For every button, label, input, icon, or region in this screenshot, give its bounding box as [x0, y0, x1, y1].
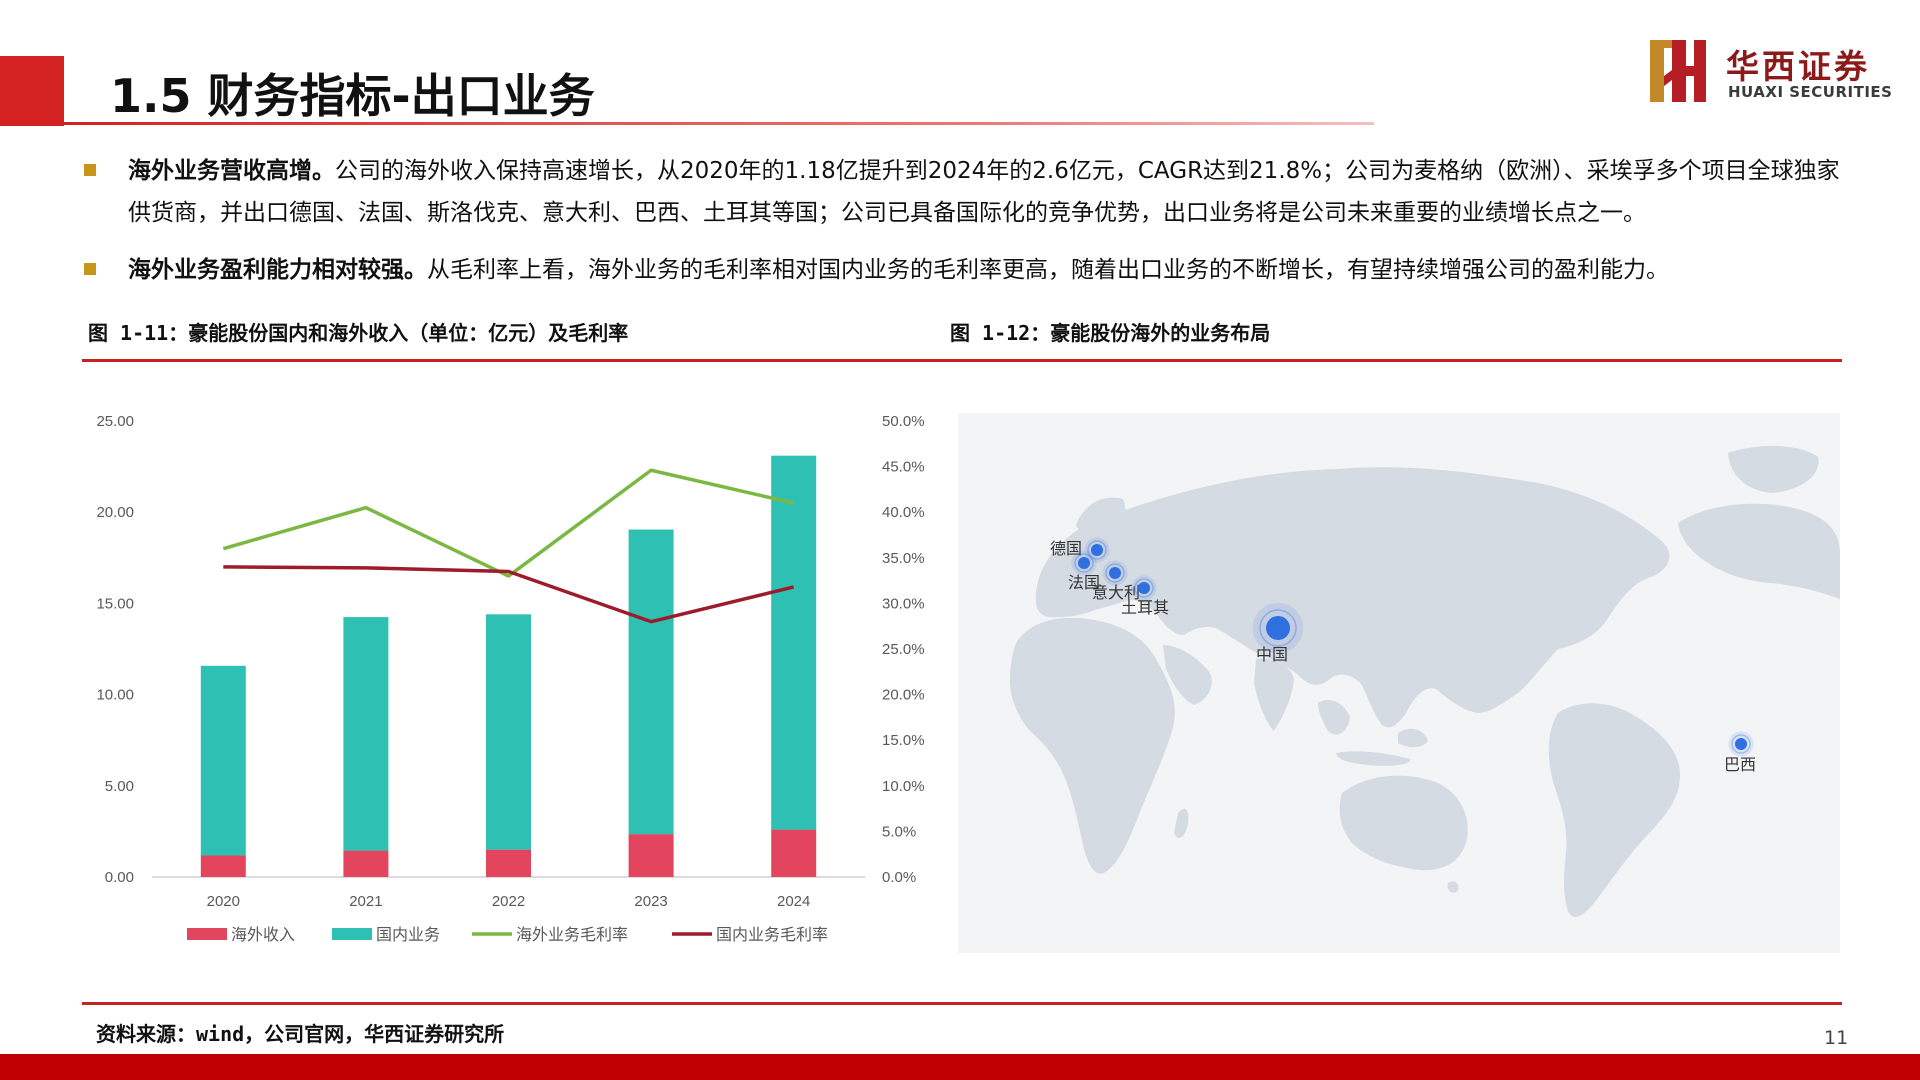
- y-right-tick-label: 20.0%: [882, 687, 925, 704]
- legend-label: 海外业务毛利率: [516, 925, 628, 944]
- bullet-body: 公司的海外收入保持高速增长，从2020年的1.18亿提升到2024年的2.6亿元…: [128, 158, 1840, 226]
- map-marker-ring: [1259, 609, 1297, 647]
- y-left-tick-label: 5.00: [105, 778, 134, 795]
- map-landmass: [1010, 445, 1840, 917]
- revenue-margin-chart: 0.00 5.00 10.00 15.00 20.00 25.00 0.0% 5.0% 10.0…: [96, 413, 925, 944]
- map-marker-ring: [1105, 563, 1125, 583]
- bullet-overseas-growth: 海外业务营收高增。公司的海外收入保持高速增长，从2020年的1.18亿提升到20…: [84, 150, 1854, 234]
- x-tick-label: 2024: [777, 893, 810, 910]
- legend-swatch: [332, 928, 372, 940]
- map-marker-label: 土耳其: [1121, 598, 1169, 617]
- map-marker-dot: [1091, 544, 1103, 556]
- y-left-tick-label: 0.00: [105, 869, 134, 886]
- map-marker-dot: [1735, 738, 1747, 750]
- bar-segment: [628, 529, 674, 835]
- legend-label: 海外收入: [231, 925, 295, 944]
- map-marker-label: 中国: [1256, 645, 1288, 664]
- map-marker-dot: [1109, 567, 1121, 579]
- y-right-tick-label: 40.0%: [882, 504, 925, 521]
- title-underline: [64, 122, 1374, 125]
- y-right-tick-label: 30.0%: [882, 595, 925, 612]
- map-marker-label: 巴西: [1724, 755, 1756, 774]
- legend-label: 国内业务毛利率: [716, 925, 828, 944]
- footer-bar: [0, 1054, 1920, 1080]
- bar-segment: [628, 834, 674, 877]
- map-marker-ring: [1731, 734, 1751, 754]
- x-tick-label: 2021: [349, 893, 382, 910]
- y-right-tick-label: 15.0%: [882, 732, 925, 749]
- legend-label: 国内业务: [376, 925, 440, 944]
- map-marker-label: 法国: [1068, 573, 1100, 592]
- bullet-heading: 海外业务营收高增。: [128, 158, 335, 184]
- y-right-tick-label: 25.0%: [882, 641, 925, 658]
- x-tick-label: 2023: [634, 893, 667, 910]
- series-line: [222, 468, 795, 578]
- y-right-tick-label: 10.0%: [882, 778, 925, 795]
- bar-segment: [343, 617, 389, 851]
- bullet-overseas-margin: 海外业务盈利能力相对较强。从毛利率上看，海外业务的毛利率相对国内业务的毛利率更高…: [84, 249, 1854, 291]
- logo-english-name: HUAXI SECURITIES: [1728, 83, 1893, 101]
- y-right-tick-label: 35.0%: [882, 550, 925, 567]
- huaxi-logo-icon: [1650, 40, 1706, 102]
- bullet-heading: 海外业务盈利能力相对较强。: [128, 257, 427, 283]
- map-marker-dot: [1266, 616, 1290, 640]
- page-title: 1.5 财务指标-出口业务: [110, 69, 595, 123]
- logo-chinese-name: 华西证券: [1726, 47, 1870, 86]
- y-right-tick-label: 5.0%: [882, 823, 916, 840]
- series-line: [223, 565, 795, 624]
- bar-segment: [343, 850, 389, 877]
- bar-segment: [771, 455, 817, 830]
- y-left-tick-label: 10.00: [96, 687, 134, 704]
- bullet-square-icon: [84, 263, 96, 275]
- y-right-tick-label: 50.0%: [882, 413, 925, 430]
- map-marker-dot: [1078, 557, 1090, 569]
- bar-segment: [486, 614, 531, 850]
- source-note: 资料来源：wind，公司官网，华西证券研究所: [96, 1022, 505, 1046]
- bar-segment: [200, 665, 246, 856]
- bar-segment: [200, 855, 246, 877]
- brand-logo: 华西证券 HUAXI SECURITIES: [1650, 40, 1893, 106]
- y-left-tick-label: 15.00: [96, 595, 134, 612]
- page-number: 11: [1824, 1027, 1849, 1049]
- map-marker-ring: [1074, 553, 1094, 573]
- figure-caption-map: 图 1-12：豪能股份海外的业务布局: [950, 321, 1271, 345]
- y-right-tick-label: 0.0%: [882, 869, 916, 886]
- map-marker-dot: [1138, 582, 1150, 594]
- y-right-tick-label: 45.0%: [882, 459, 925, 476]
- caption-divider: [82, 359, 1842, 362]
- bullet-body: 从毛利率上看，海外业务的毛利率相对国内业务的毛利率更高，随着出口业务的不断增长，…: [427, 257, 1669, 283]
- x-tick-label: 2022: [492, 893, 525, 910]
- map-marker-ring: [1134, 578, 1154, 598]
- y-left-tick-label: 20.00: [96, 504, 134, 521]
- figure-caption-revenue: 图 1-11：豪能股份国内和海外收入（单位：亿元）及毛利率: [88, 321, 629, 345]
- bar-segment: [771, 829, 817, 877]
- bullet-square-icon: [84, 164, 96, 176]
- x-tick-label: 2020: [207, 893, 240, 910]
- y-left-tick-label: 25.00: [96, 413, 134, 430]
- map-marker-label: 意大利: [1092, 583, 1140, 602]
- source-divider: [82, 1002, 1842, 1005]
- map-marker-ring: [1087, 540, 1107, 560]
- title-accent-block: [0, 56, 64, 126]
- map-marker-label: 德国: [1050, 539, 1082, 558]
- bar-segment: [486, 849, 531, 877]
- legend-swatch: [187, 928, 227, 940]
